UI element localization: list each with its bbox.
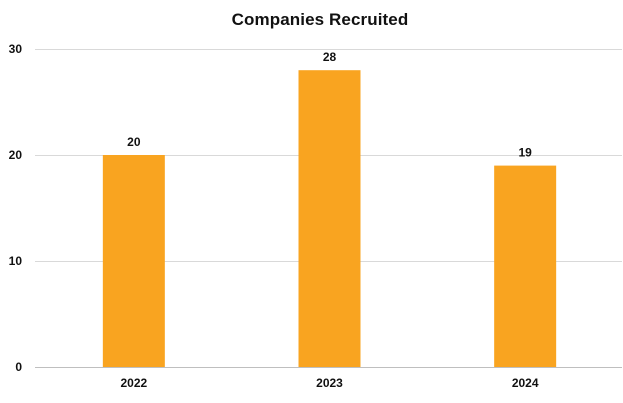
data-label-2024: 19 [518, 146, 532, 160]
x-tick-label: 2024 [512, 376, 539, 390]
x-axis-ticks: 2022 2023 2024 [120, 376, 538, 390]
bar-2023 [298, 70, 361, 367]
x-tick-label: 2022 [120, 376, 147, 390]
bars [102, 70, 557, 367]
bar-2024 [494, 165, 557, 367]
y-tick-label: 20 [9, 148, 23, 162]
data-label-2022: 20 [127, 135, 141, 149]
x-tick-label: 2023 [316, 376, 343, 390]
chart-title: Companies Recruited [231, 10, 409, 29]
data-labels: 20 28 19 [127, 50, 532, 159]
data-label-2023: 28 [323, 50, 337, 64]
bar-2022 [102, 155, 165, 367]
y-tick-label: 10 [9, 254, 23, 268]
y-tick-label: 0 [15, 360, 22, 374]
y-axis-ticks: 0 10 20 30 [9, 42, 23, 374]
y-tick-label: 30 [9, 42, 23, 56]
